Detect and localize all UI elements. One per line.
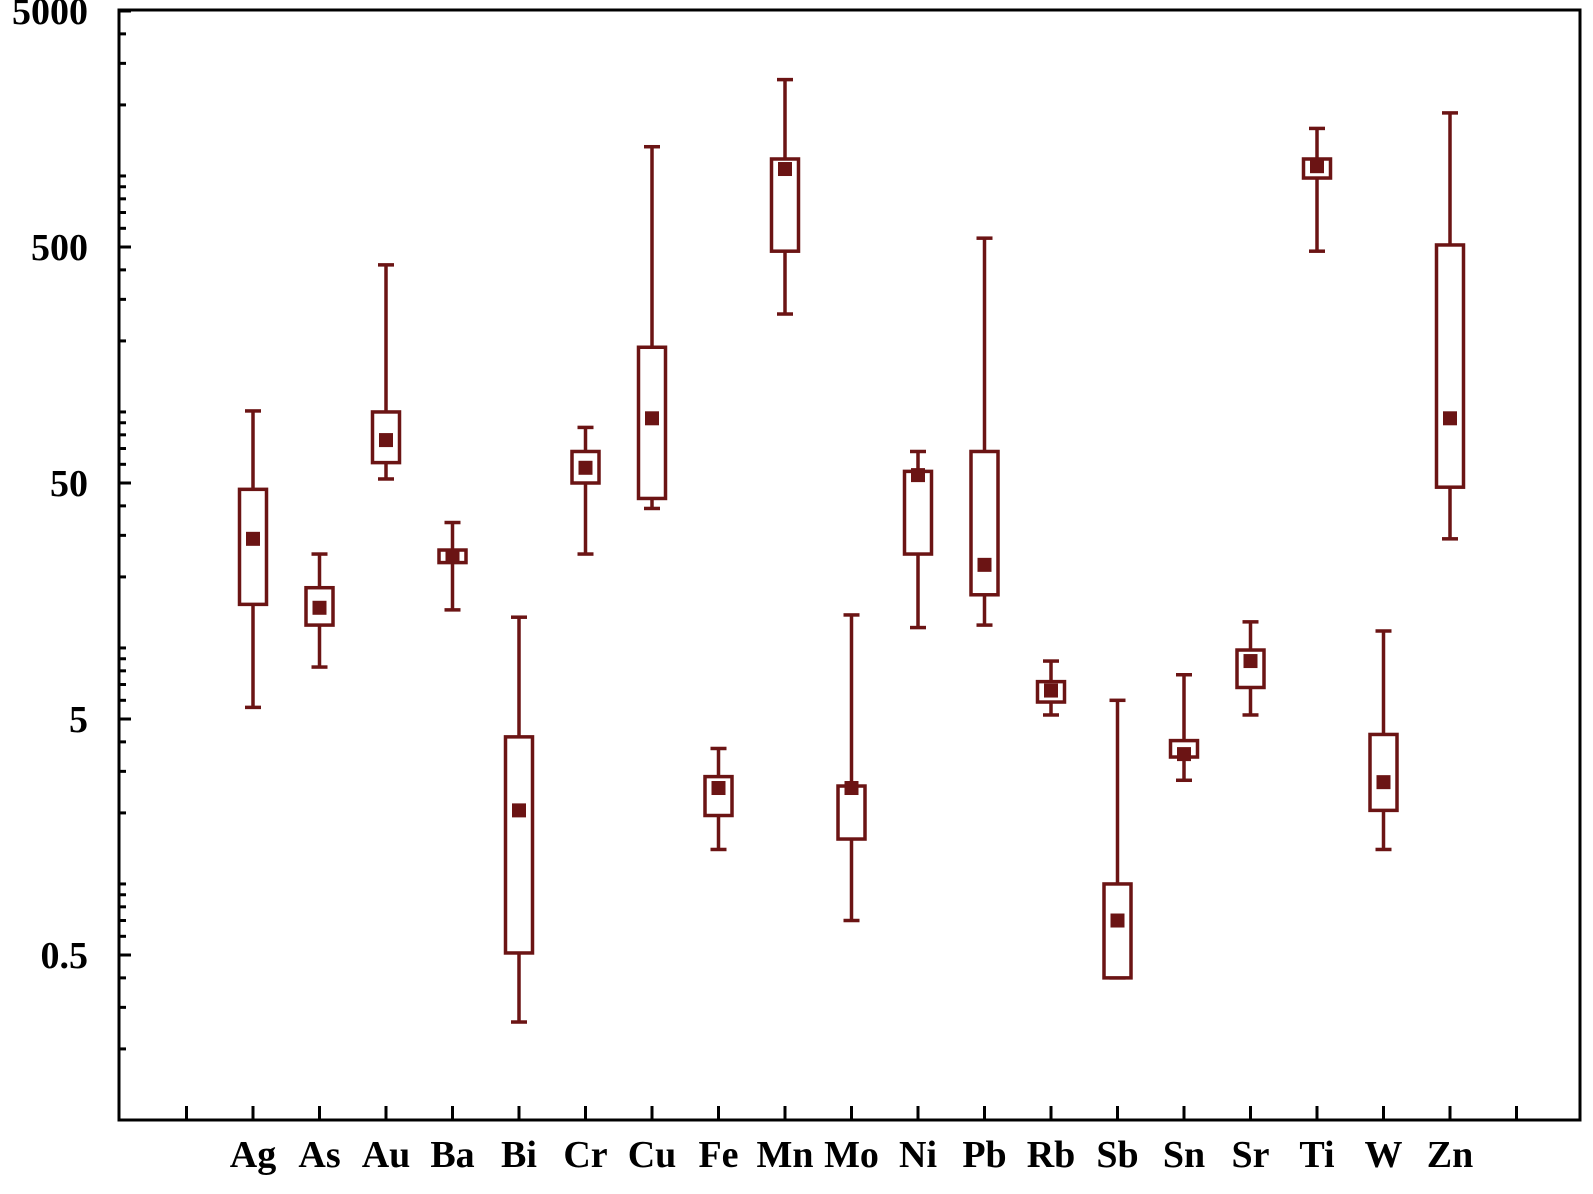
x-tick-label: Fe (698, 1134, 738, 1176)
box-ni (902, 449, 934, 630)
box-mn (769, 77, 801, 316)
box-ti (1301, 126, 1333, 253)
x-tick-label: Rb (1027, 1134, 1076, 1176)
x-tick-label: Ba (430, 1134, 474, 1176)
median-marker (512, 803, 526, 818)
median-marker (711, 781, 726, 796)
box-iqr (1102, 882, 1133, 980)
x-tick-label: Pb (962, 1134, 1006, 1176)
x-tick-label: Ag (230, 1134, 276, 1176)
median-marker (1310, 159, 1324, 174)
y-tick-label: 5 (69, 699, 88, 741)
y-axis-ticks: 0.5 5 50 500 5000 (12, 0, 131, 1051)
x-tick-label: W (1365, 1134, 1403, 1176)
plot-frame (117, 8, 1582, 1122)
median-marker (844, 781, 859, 796)
median-marker (246, 531, 260, 546)
median-marker (1243, 654, 1258, 669)
x-tick-label: Au (362, 1134, 411, 1176)
box-iqr (969, 449, 1000, 597)
y-tick-label: 0.5 (41, 935, 89, 977)
median-marker (379, 433, 393, 448)
box-sb (1102, 698, 1133, 980)
box-rb (1035, 659, 1067, 717)
box-iqr (1368, 732, 1399, 813)
box-cr (570, 425, 601, 556)
y-tick-label: 5000 (12, 0, 88, 33)
median-marker (1376, 775, 1391, 790)
y-tick-label: 500 (31, 227, 88, 269)
box-iqr (503, 735, 535, 955)
x-tick-label: Mn (757, 1134, 814, 1176)
box-bi (503, 615, 535, 1024)
axes (117, 8, 1582, 1122)
box-cu (636, 144, 668, 511)
median-marker (1443, 411, 1457, 426)
box-sr (1235, 620, 1266, 717)
box-w (1368, 629, 1399, 852)
median-marker (977, 557, 992, 572)
box-series (237, 77, 1466, 1024)
box-mo (836, 613, 867, 923)
x-tick-label: Cr (563, 1134, 607, 1176)
x-tick-label: Sr (1232, 1134, 1270, 1176)
median-marker (1044, 683, 1058, 698)
box-fe (703, 746, 734, 852)
box-zn (1434, 111, 1466, 541)
y-tick-label: 50 (50, 463, 88, 505)
x-tick-label: Sb (1096, 1134, 1138, 1176)
box-as (304, 552, 335, 669)
median-marker (1110, 913, 1125, 928)
median-marker (645, 411, 659, 426)
median-marker (778, 162, 792, 177)
median-marker (312, 600, 327, 615)
x-tick-label: Ti (1299, 1134, 1334, 1176)
x-tick-label: Zn (1427, 1134, 1473, 1176)
box-iqr (237, 487, 269, 607)
median-marker (1177, 747, 1191, 762)
median-marker (911, 468, 925, 483)
box-iqr (1434, 243, 1466, 489)
x-tick-label: Mo (824, 1134, 879, 1176)
box-iqr (902, 469, 934, 556)
box-ba (437, 520, 468, 612)
box-au (370, 263, 402, 481)
box-ag (237, 409, 269, 710)
box-sn (1168, 672, 1200, 783)
x-tick-label: Sn (1163, 1134, 1205, 1176)
box-pb (969, 236, 1000, 627)
x-axis-ticks: Ag As Au Ba Bi Cr Cu Fe Mn Mo Ni Pb Rb Sb Sn Sr Ti W Zn (185, 1106, 1518, 1176)
x-tick-label: As (298, 1134, 340, 1176)
x-tick-label: Cu (628, 1134, 677, 1176)
x-tick-label: Bi (501, 1134, 537, 1176)
median-marker (445, 549, 460, 564)
x-tick-label: Ni (899, 1134, 937, 1176)
median-marker (578, 460, 593, 475)
